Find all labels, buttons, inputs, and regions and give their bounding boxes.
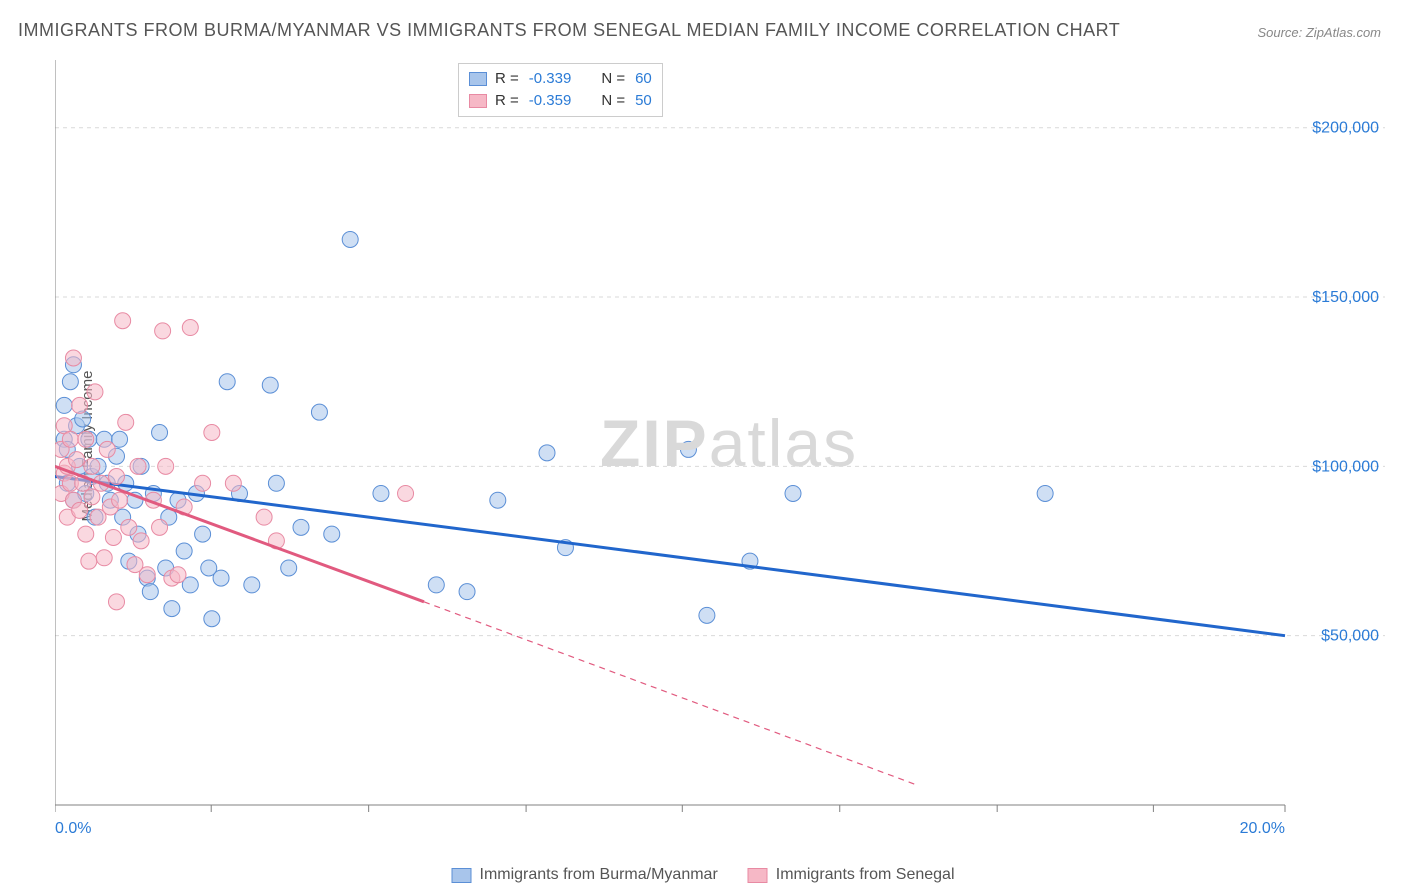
corr-r-label: R = (495, 68, 519, 90)
legend-label: Immigrants from Senegal (776, 866, 955, 884)
legend-swatch (748, 868, 768, 883)
corr-n-value: 50 (635, 90, 652, 112)
corr-n-label: N = (601, 90, 625, 112)
corr-swatch (469, 72, 487, 86)
svg-text:$50,000: $50,000 (1321, 628, 1379, 645)
chart-title: IMMIGRANTS FROM BURMA/MYANMAR VS IMMIGRA… (18, 20, 1120, 41)
corr-r-value: -0.339 (529, 68, 572, 90)
corr-n-label: N = (601, 68, 625, 90)
corr-swatch (469, 94, 487, 108)
chart-area: $50,000 $100,000 $150,000 $200,000 0.0% 20.0%… (55, 55, 1385, 845)
svg-text:20.0%: 20.0% (1240, 820, 1285, 837)
corr-r-label: R = (495, 90, 519, 112)
legend-item: Immigrants from Burma/Myanmar (452, 866, 718, 884)
legend-swatch (452, 868, 472, 883)
svg-text:$100,000: $100,000 (1312, 458, 1379, 475)
svg-text:$150,000: $150,000 (1312, 289, 1379, 306)
corr-row: R = -0.359 N = 50 (469, 90, 652, 112)
corr-r-value: -0.359 (529, 90, 572, 112)
legend-label: Immigrants from Burma/Myanmar (480, 866, 718, 884)
legend-item: Immigrants from Senegal (748, 866, 955, 884)
corr-n-value: 60 (635, 68, 652, 90)
svg-text:$200,000: $200,000 (1312, 120, 1379, 137)
corr-row: R = -0.339 N = 60 (469, 68, 652, 90)
svg-text:0.0%: 0.0% (55, 820, 91, 837)
source-label: Source: ZipAtlas.com (1257, 25, 1381, 40)
correlation-box: R = -0.339 N = 60 R = -0.359 N = 50 (458, 63, 663, 117)
chart-svg: $50,000 $100,000 $150,000 $200,000 0.0% 20.0% (55, 55, 1385, 845)
bottom-legend: Immigrants from Burma/Myanmar Immigrants … (452, 866, 955, 884)
